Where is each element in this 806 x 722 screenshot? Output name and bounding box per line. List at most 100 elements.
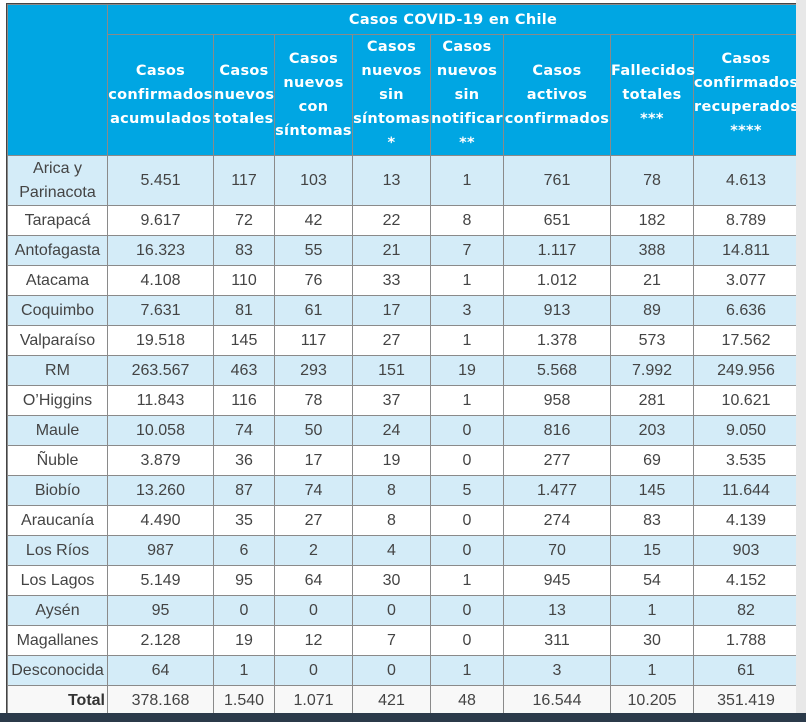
cell-value: 958: [503, 385, 611, 416]
region-name: Arica y Parinacota: [7, 155, 108, 206]
cell-value: 83: [610, 505, 694, 536]
cell-value: 263.567: [107, 355, 214, 386]
cell-value: 1.378: [503, 325, 611, 356]
cell-value: 17: [352, 295, 431, 326]
cell-value: 651: [503, 205, 611, 236]
region-name: Los Ríos: [7, 535, 108, 566]
cell-value: 13.260: [107, 475, 214, 506]
cell-value: 1: [213, 655, 275, 686]
cell-value: 11.644: [692, 475, 800, 506]
cell-value: 945: [503, 565, 611, 596]
cell-value: 4.613: [692, 155, 800, 206]
total-value: 351.419: [692, 685, 800, 716]
region-header: [7, 4, 108, 156]
cell-value: 249.956: [692, 355, 800, 386]
cell-value: 5.451: [107, 155, 214, 206]
cell-value: 0: [430, 505, 504, 536]
cell-value: 13: [352, 155, 431, 206]
total-value: 16.544: [503, 685, 611, 716]
covid-table-container: Casos COVID-19 en Chile Casos confirmado…: [6, 3, 800, 717]
table-row: Atacama 4.108 110 76 33 1 1.012 21 3.077: [7, 265, 800, 296]
cell-value: 9.050: [692, 415, 800, 446]
cell-value: 0: [430, 535, 504, 566]
cell-value: 4.139: [692, 505, 800, 536]
cell-value: 0: [352, 655, 431, 686]
total-value: 378.168: [107, 685, 214, 716]
region-name: Atacama: [7, 265, 108, 296]
cell-value: 64: [107, 655, 214, 686]
table-row: Araucanía 4.490 35 27 8 0 274 83 4.139: [7, 505, 800, 536]
cell-value: 30: [610, 625, 694, 656]
cell-value: 21: [352, 235, 431, 266]
cell-value: 35: [213, 505, 275, 536]
cell-value: 151: [352, 355, 431, 386]
total-row: Total 378.168 1.540 1.071 421 48 16.544 10.205 3…: [7, 685, 800, 716]
table-row: Maule 10.058 74 50 24 0 816 203 9.050: [7, 415, 800, 446]
cell-value: 17: [274, 445, 353, 476]
cell-value: 72: [213, 205, 275, 236]
cell-value: 19: [430, 355, 504, 386]
cell-value: 1.477: [503, 475, 611, 506]
region-name: Maule: [7, 415, 108, 446]
cell-value: 2.128: [107, 625, 214, 656]
cell-value: 74: [274, 475, 353, 506]
cell-value: 16.323: [107, 235, 214, 266]
table-row: Ñuble 3.879 36 17 19 0 277 69 3.535: [7, 445, 800, 476]
cell-value: 61: [274, 295, 353, 326]
cell-value: 6.636: [692, 295, 800, 326]
region-name: Magallanes: [7, 625, 108, 656]
column-header: Casos nuevos sin notificar **: [430, 34, 504, 156]
cell-value: 87: [213, 475, 275, 506]
total-value: 48: [430, 685, 504, 716]
cell-value: 78: [610, 155, 694, 206]
table-row: Tarapacá 9.617 72 42 22 8 651 182 8.789: [7, 205, 800, 236]
cell-value: 182: [610, 205, 694, 236]
cell-value: 145: [610, 475, 694, 506]
cell-value: 11.843: [107, 385, 214, 416]
cell-value: 19.518: [107, 325, 214, 356]
cell-value: 8: [430, 205, 504, 236]
cell-value: 1: [430, 655, 504, 686]
cell-value: 145: [213, 325, 275, 356]
cell-value: 83: [213, 235, 275, 266]
cell-value: 281: [610, 385, 694, 416]
cell-value: 22: [352, 205, 431, 236]
cell-value: 54: [610, 565, 694, 596]
cell-value: 1.788: [692, 625, 800, 656]
cell-value: 4.152: [692, 565, 800, 596]
cell-value: 903: [692, 535, 800, 566]
cell-value: 1: [430, 385, 504, 416]
region-name: Desconocida: [7, 655, 108, 686]
cell-value: 0: [430, 625, 504, 656]
cell-value: 0: [430, 595, 504, 626]
cell-value: 5: [430, 475, 504, 506]
cell-value: 3.077: [692, 265, 800, 296]
cell-value: 1.117: [503, 235, 611, 266]
cell-value: 7.631: [107, 295, 214, 326]
cell-value: 7.992: [610, 355, 694, 386]
total-value: 1.540: [213, 685, 275, 716]
cell-value: 0: [352, 595, 431, 626]
cell-value: 0: [430, 445, 504, 476]
cell-value: 4: [352, 535, 431, 566]
cell-value: 0: [274, 595, 353, 626]
cell-value: 55: [274, 235, 353, 266]
column-header: Casos confirmados recuperados ****: [692, 34, 800, 156]
cell-value: 36: [213, 445, 275, 476]
covid-cases-table: Casos COVID-19 en Chile Casos confirmado…: [7, 4, 800, 716]
column-header: Casos nuevos totales: [213, 34, 275, 156]
scrollbar[interactable]: [796, 0, 806, 713]
cell-value: 0: [213, 595, 275, 626]
cell-value: 7: [352, 625, 431, 656]
cell-value: 463: [213, 355, 275, 386]
cell-value: 116: [213, 385, 275, 416]
cell-value: 293: [274, 355, 353, 386]
cell-value: 27: [274, 505, 353, 536]
table-row: Arica y Parinacota 5.451 117 103 13 1 761 78 4.6…: [7, 155, 800, 206]
table-title: Casos COVID-19 en Chile: [106, 4, 800, 35]
region-name: Biobío: [7, 475, 108, 506]
table-row: Aysén 95 0 0 0 0 13 1 82: [7, 595, 800, 626]
cell-value: 78: [274, 385, 353, 416]
cell-value: 5.149: [107, 565, 214, 596]
cell-value: 388: [610, 235, 694, 266]
